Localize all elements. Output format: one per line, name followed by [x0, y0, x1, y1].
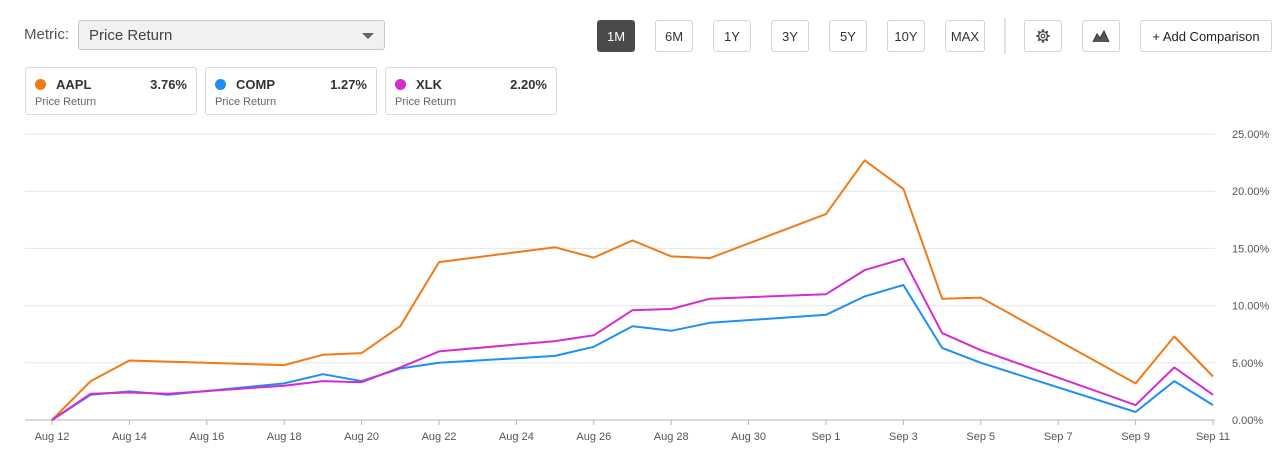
- x-tick-label: Aug 18: [267, 431, 302, 443]
- period-button-1m[interactable]: 1M: [597, 20, 635, 52]
- legend-card-aapl[interactable]: AAPL 3.76% Price Return: [25, 67, 197, 115]
- x-tick-label: Sep 5: [966, 431, 995, 443]
- x-tick-label: Aug 28: [654, 431, 689, 443]
- series-color-dot: [35, 79, 46, 90]
- legend-card-xlk[interactable]: XLK 2.20% Price Return: [385, 67, 557, 115]
- y-tick-label: 20.00%: [1232, 186, 1270, 198]
- legend-card-comp[interactable]: COMP 1.27% Price Return: [205, 67, 377, 115]
- x-tick-label: Aug 24: [499, 431, 534, 443]
- legend-subtitle: Price Return: [35, 96, 97, 108]
- x-tick-label: Aug 30: [731, 431, 766, 443]
- series-color-dot: [395, 79, 406, 90]
- y-tick-label: 5.00%: [1232, 358, 1263, 370]
- x-tick-label: Aug 14: [112, 431, 147, 443]
- x-tick-label: Sep 1: [812, 431, 841, 443]
- mountain-chart-icon: [1092, 29, 1110, 43]
- legend-ticker: AAPL: [56, 77, 92, 92]
- gear-icon: [1036, 29, 1050, 43]
- x-tick-label: Aug 12: [35, 431, 70, 443]
- x-tick-label: Sep 9: [1121, 431, 1150, 443]
- x-tick-label: Aug 20: [344, 431, 379, 443]
- y-tick-label: 0.00%: [1232, 415, 1263, 427]
- legend-ticker: COMP: [236, 77, 275, 92]
- add-comparison-button[interactable]: + Add Comparison: [1140, 20, 1272, 52]
- period-button-5y[interactable]: 5Y: [829, 20, 867, 52]
- metric-label: Metric:: [24, 26, 69, 43]
- period-button-3y[interactable]: 3Y: [771, 20, 809, 52]
- legend-value: 1.27%: [330, 77, 367, 92]
- x-tick-label: Sep 7: [1044, 431, 1073, 443]
- y-tick-label: 10.00%: [1232, 301, 1270, 313]
- x-tick-label: Sep 11: [1196, 431, 1230, 443]
- y-tick-label: 25.00%: [1232, 129, 1270, 141]
- legend-ticker: XLK: [416, 77, 442, 92]
- x-tick-label: Sep 3: [889, 431, 918, 443]
- period-button-6m[interactable]: 6M: [655, 20, 693, 52]
- series-line-xlk: [51, 257, 1214, 421]
- toolbar-divider: [1004, 18, 1006, 54]
- metric-select[interactable]: Price Return: [78, 20, 385, 50]
- price-return-chart[interactable]: 0.00% 5.00% 10.00% 15.00% 20.00% 25.00% Aug 12…: [0, 120, 1280, 456]
- settings-button[interactable]: [1024, 20, 1062, 52]
- series-color-dot: [215, 79, 226, 90]
- legend-value: 3.76%: [150, 77, 187, 92]
- chart-type-button[interactable]: [1082, 20, 1120, 52]
- x-tick-label: Aug 26: [576, 431, 611, 443]
- period-button-1y[interactable]: 1Y: [713, 20, 751, 52]
- legend-value: 2.20%: [510, 77, 547, 92]
- y-tick-label: 15.00%: [1232, 243, 1270, 255]
- period-button-max[interactable]: MAX: [945, 20, 985, 52]
- x-tick-label: Aug 16: [189, 431, 224, 443]
- series-line-aapl: [51, 159, 1214, 421]
- chevron-down-icon: [362, 33, 374, 39]
- legend-subtitle: Price Return: [395, 96, 457, 108]
- x-tick-label: Aug 22: [422, 431, 457, 443]
- metric-select-value: Price Return: [89, 27, 173, 44]
- period-button-10y[interactable]: 10Y: [887, 20, 925, 52]
- legend-subtitle: Price Return: [215, 96, 277, 108]
